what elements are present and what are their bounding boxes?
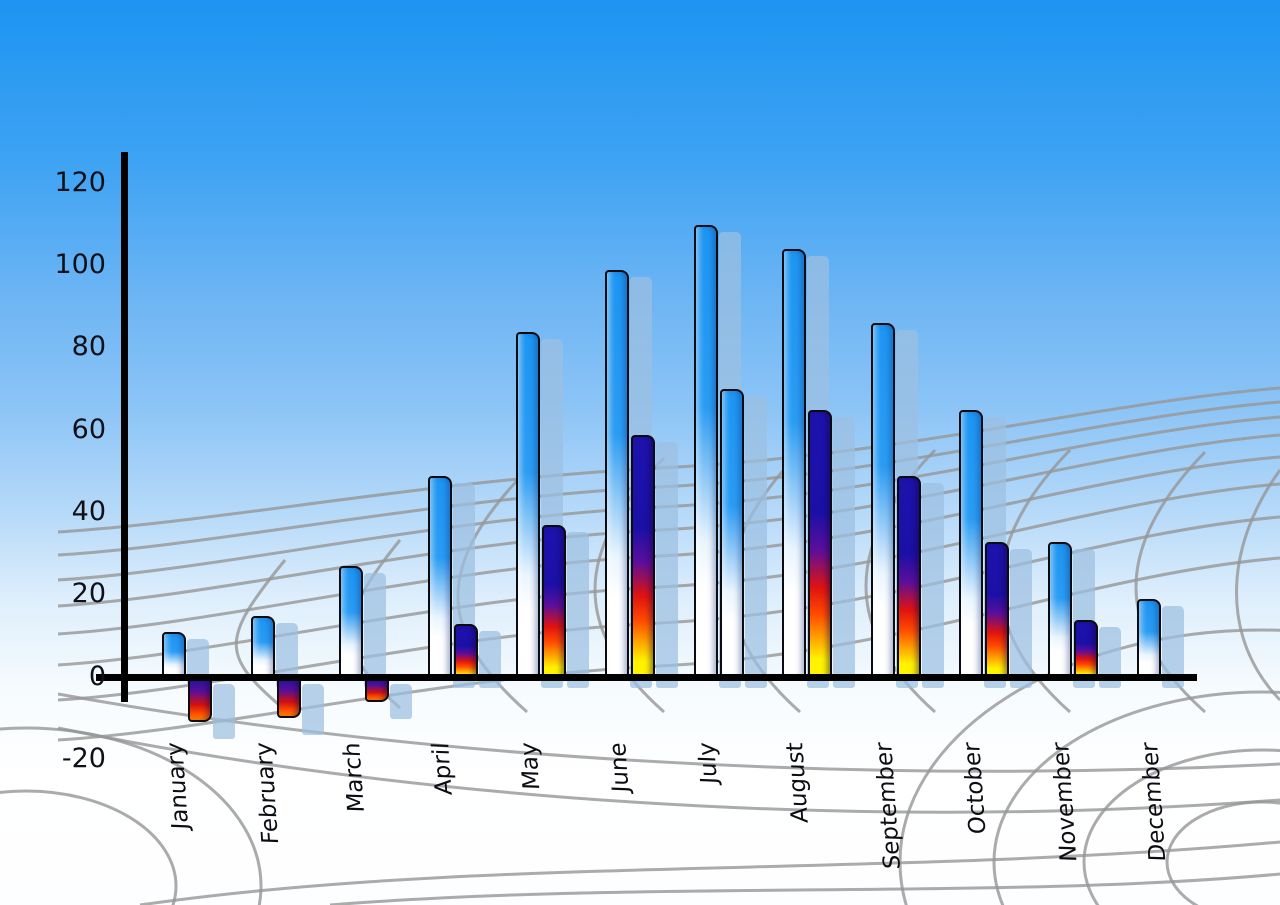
bar-primary-May [516,331,541,681]
bar-secondary-August [808,409,833,681]
x-tick-July: July [693,742,723,785]
ghost-secondary-February [301,684,324,736]
bar-primary-June [605,269,629,681]
ghost-secondary-November [1099,626,1121,688]
bar-primary-October [959,409,984,681]
bar-primary-September [870,323,895,681]
x-tick-May: May [516,742,546,791]
ghost-secondary-August [833,416,856,688]
x-tick-March: March [339,742,371,813]
ghost-secondary-May [567,532,590,688]
bar-secondary-April [453,624,478,681]
bar-primary-July [693,224,718,681]
x-tick-April: April [427,742,458,796]
y-tick-80: 80 [71,331,106,363]
y-tick-120: 120 [54,166,106,198]
x-tick-June: June [605,742,635,793]
ghost-secondary-September [921,482,944,688]
bar-secondary-October [985,541,1010,681]
ghost-secondary-January [213,684,235,740]
bar-secondary-May [542,525,567,681]
bar-secondary-March [365,678,390,702]
x-axis-line [96,674,1197,681]
y-tick-40: 40 [71,495,106,527]
ghost-secondary-July [744,396,767,688]
bar-primary-November [1048,541,1072,681]
bar-secondary-November [1074,619,1098,681]
ghost-secondary-April [478,631,501,688]
bar-secondary-September [896,475,921,681]
ghost-primary-December [1161,606,1184,688]
bar-primary-March [339,566,364,681]
y-axis-line [121,152,128,702]
bar-secondary-January [188,678,212,723]
y-tick-60: 60 [71,413,106,445]
ghost-secondary-June [656,441,678,688]
bar-primary-April [427,475,452,681]
y-tick-20: 20 [71,578,106,610]
y-tick--20: -20 [61,742,106,774]
ghost-primary-February [275,622,298,688]
ghost-secondary-March [390,684,413,719]
bar-primary-December [1136,599,1161,681]
bar-secondary-July [719,389,744,681]
bar-primary-February [250,615,275,681]
bar-primary-August [782,249,807,681]
y-tick-100: 100 [54,248,106,280]
ghost-primary-March [364,573,387,688]
y-tick-0: 0 [88,660,106,692]
bar-secondary-February [276,678,301,719]
ghost-secondary-October [1010,548,1033,688]
bar-secondary-June [631,434,655,681]
